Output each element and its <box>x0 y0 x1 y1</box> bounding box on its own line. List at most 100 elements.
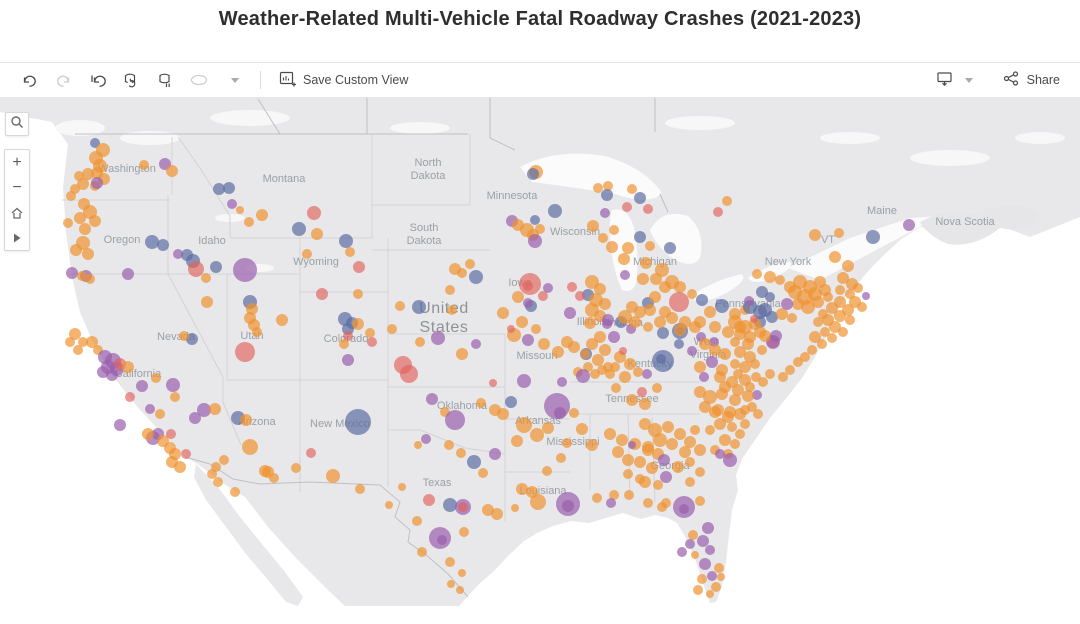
crash-bubble[interactable] <box>653 433 667 447</box>
crash-bubble[interactable] <box>778 372 788 382</box>
crash-bubble[interactable] <box>818 309 828 319</box>
crash-bubble[interactable] <box>562 438 572 448</box>
crash-bubble[interactable] <box>516 316 528 328</box>
crash-bubble[interactable] <box>311 228 323 240</box>
crash-bubble[interactable] <box>642 441 654 453</box>
crash-bubble[interactable] <box>476 398 486 408</box>
crash-bubble[interactable] <box>343 331 353 341</box>
crash-bubble[interactable] <box>643 322 653 332</box>
crash-bubble[interactable] <box>603 181 613 191</box>
crash-bubble[interactable] <box>457 268 467 278</box>
crash-bubble[interactable] <box>639 418 651 430</box>
crash-bubble[interactable] <box>739 361 751 373</box>
crash-bubble[interactable] <box>458 569 466 577</box>
crash-bubble[interactable] <box>722 326 734 338</box>
crash-bubble[interactable] <box>145 404 155 414</box>
crash-bubble[interactable] <box>800 352 810 362</box>
crash-bubble[interactable] <box>677 547 687 557</box>
crash-bubble[interactable] <box>756 286 768 298</box>
crash-bubble[interactable] <box>412 300 426 314</box>
crash-bubble[interactable] <box>857 302 867 312</box>
crash-bubble[interactable] <box>395 301 405 311</box>
crash-bubble[interactable] <box>517 374 531 388</box>
crash-bubble[interactable] <box>365 328 375 338</box>
crash-bubble[interactable] <box>90 138 100 148</box>
crash-bubble[interactable] <box>530 494 546 510</box>
crash-bubble[interactable] <box>414 441 422 449</box>
crash-bubble[interactable] <box>622 202 632 212</box>
crash-bubble[interactable] <box>823 292 833 302</box>
crash-bubble[interactable] <box>415 337 425 347</box>
crash-bubble[interactable] <box>640 257 652 269</box>
crash-bubble[interactable] <box>645 241 655 251</box>
crash-bubble[interactable] <box>445 285 455 295</box>
crash-bubble[interactable] <box>458 502 468 512</box>
crash-bubble[interactable] <box>77 271 87 281</box>
crash-bubble[interactable] <box>74 212 86 224</box>
crash-bubble[interactable] <box>188 261 204 277</box>
crash-bubble[interactable] <box>679 504 689 514</box>
crash-bubble[interactable] <box>155 409 165 419</box>
crash-bubble[interactable] <box>597 365 607 375</box>
crash-bubble[interactable] <box>787 313 797 323</box>
crash-bubble[interactable] <box>611 383 621 393</box>
crash-bubble[interactable] <box>709 344 721 356</box>
save-custom-view-button[interactable]: Save Custom View <box>273 71 414 90</box>
crash-bubble[interactable] <box>242 439 258 455</box>
crash-bubble[interactable] <box>78 337 88 347</box>
crash-bubble[interactable] <box>639 398 651 410</box>
crash-bubble[interactable] <box>528 234 542 248</box>
crash-bubble[interactable] <box>734 346 746 358</box>
crash-bubble[interactable] <box>666 312 678 324</box>
crash-bubble[interactable] <box>662 421 674 433</box>
crash-bubble[interactable] <box>719 434 731 446</box>
crash-bubble[interactable] <box>838 327 848 337</box>
crash-bubble[interactable] <box>469 270 483 284</box>
crash-bubble[interactable] <box>703 390 717 404</box>
crash-bubble[interactable] <box>465 259 475 269</box>
crash-bubble[interactable] <box>622 454 634 466</box>
crash-bubble[interactable] <box>684 436 696 448</box>
crash-bubble[interactable] <box>730 439 740 449</box>
crash-bubble[interactable] <box>666 438 678 450</box>
crash-bubble[interactable] <box>654 316 666 328</box>
crash-bubble[interactable] <box>903 219 915 231</box>
crash-bubble[interactable] <box>704 306 716 318</box>
crash-bubble[interactable] <box>637 273 649 285</box>
crash-bubble[interactable] <box>644 304 656 316</box>
crash-bubble[interactable] <box>699 401 711 413</box>
crash-bubble[interactable] <box>352 318 364 330</box>
crash-bubble[interactable] <box>66 191 76 201</box>
crash-bubble[interactable] <box>345 409 371 435</box>
crash-bubble[interactable] <box>637 387 647 397</box>
crash-bubble[interactable] <box>765 292 775 302</box>
crash-bubble[interactable] <box>727 422 737 432</box>
crash-bubble[interactable] <box>594 283 606 295</box>
crash-bubble[interactable] <box>606 241 618 253</box>
crash-bubble[interactable] <box>624 490 634 500</box>
crash-bubble[interactable] <box>530 428 544 442</box>
crash-bubble[interactable] <box>530 215 540 225</box>
crash-bubble[interactable] <box>456 348 468 360</box>
crash-bubble[interactable] <box>664 242 676 254</box>
crash-bubble[interactable] <box>211 462 221 472</box>
crash-bubble[interactable] <box>592 493 602 503</box>
crash-bubble[interactable] <box>649 291 661 303</box>
crash-bubble[interactable] <box>307 206 321 220</box>
crash-bubble[interactable] <box>491 508 503 520</box>
crash-bubble[interactable] <box>580 349 590 359</box>
crash-bubble[interactable] <box>719 348 731 360</box>
crash-bubble[interactable] <box>230 487 240 497</box>
crash-bubble[interactable] <box>694 386 706 398</box>
crash-bubble[interactable] <box>764 271 776 283</box>
crash-bubble[interactable] <box>658 454 670 466</box>
crash-bubble[interactable] <box>593 183 603 193</box>
crash-bubble[interactable] <box>724 406 736 418</box>
crash-bubble[interactable] <box>717 573 725 581</box>
crash-bubble[interactable] <box>753 409 763 419</box>
crash-bubble[interactable] <box>842 260 854 272</box>
crash-bubble[interactable] <box>835 285 845 295</box>
zoom-home-button[interactable] <box>5 200 29 225</box>
crash-bubble[interactable] <box>712 404 724 416</box>
crash-bubble[interactable] <box>612 446 624 458</box>
